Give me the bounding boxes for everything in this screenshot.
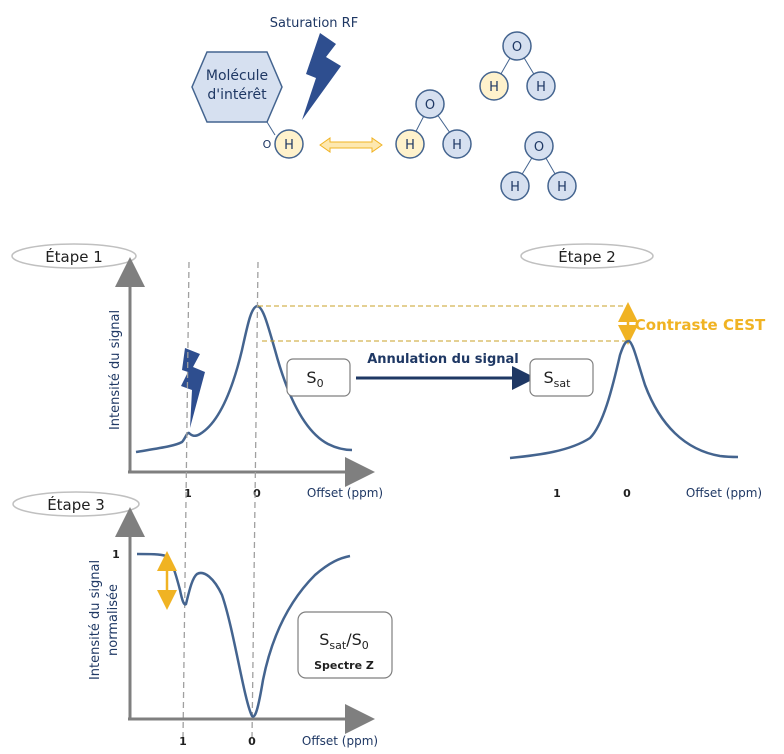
svg-text:H: H [510, 180, 520, 195]
ratio-box [297, 611, 393, 679]
step3-label-bubble [12, 491, 140, 517]
step3-ylabel-line1: Intensité du signal [88, 560, 103, 680]
saturation-rf-label: Saturation RF [270, 16, 358, 31]
water-molecule-1: O H H [395, 89, 472, 159]
step3-ytick-1: 1 [112, 548, 120, 561]
step3-xlabel: Offset (ppm) [302, 734, 378, 748]
step3-tick-1: 1 [179, 735, 187, 748]
molecule-bond-line [266, 121, 276, 136]
step2-xlabel: Offset (ppm) [686, 486, 762, 500]
svg-text:O: O [425, 98, 435, 113]
step1-ylabel: Intensité du signal [108, 310, 123, 430]
lightning-icon-step1 [181, 348, 205, 428]
guide-line-offset-1 [182, 261, 190, 739]
ssat-box [529, 358, 594, 397]
step1-panel: Étape 1 Intensité du signal Offset (ppm)… [11, 243, 383, 500]
step1-label-bubble [11, 243, 137, 269]
svg-text:H: H [452, 138, 462, 153]
molecule-h-atom [274, 129, 304, 159]
molecule-h-label: H [284, 138, 294, 153]
step1-label: Étape 1 [45, 247, 103, 266]
ratio-box-label: Ssat/S0 [319, 630, 369, 652]
svg-text:O: O [534, 140, 544, 155]
step2-signal-curve [509, 339, 739, 460]
svg-text:H: H [557, 180, 567, 195]
ratio-box-caption: Spectre Z [314, 659, 374, 672]
step1-tick-0: 0 [253, 487, 261, 500]
step1-tick-1: 1 [184, 487, 192, 500]
step1-signal-curve [135, 304, 353, 454]
molecule-label-line1: Molécule [206, 68, 268, 84]
step3-label: Étape 3 [47, 495, 105, 514]
molecule-section: Molécule d'intérêt O H Saturation RF O H… [191, 16, 577, 201]
lightning-icon-top [302, 33, 341, 120]
step2-label: Étape 2 [558, 247, 616, 266]
step2-tick-0: 0 [623, 487, 631, 500]
molecule-label-line2: d'intérêt [207, 87, 267, 103]
s0-box-label: S0 [306, 368, 323, 390]
ssat-box-label: Ssat [544, 368, 572, 390]
step2-label-bubble [520, 243, 654, 269]
svg-text:O: O [512, 40, 522, 55]
annulation-label: Annulation du signal [367, 352, 519, 367]
step3-tick-0: 0 [248, 735, 256, 748]
svg-text:H: H [536, 80, 546, 95]
molecule-o-label: O [263, 138, 272, 151]
step3-ylabel-line2: normalisée [106, 584, 121, 656]
step3-panel: Étape 3 Intensité du signal normalisée 1… [12, 491, 393, 748]
water-molecule-2: O H H [479, 31, 556, 101]
svg-text:H: H [405, 138, 415, 153]
contrast-cest-label: Contraste CEST [635, 316, 766, 334]
step1-xlabel: Offset (ppm) [307, 486, 383, 500]
step2-panel: Étape 2 Contraste CEST Ssat 1 0 Offset (… [509, 243, 766, 500]
exchange-arrow [319, 137, 383, 153]
water-molecule-3: O H H [500, 131, 577, 201]
svg-text:H: H [489, 80, 499, 95]
annulation-arrow: Annulation du signal [356, 352, 536, 390]
step2-tick-1: 1 [553, 487, 561, 500]
s0-box [286, 358, 351, 397]
guide-line-offset-0 [251, 261, 259, 739]
